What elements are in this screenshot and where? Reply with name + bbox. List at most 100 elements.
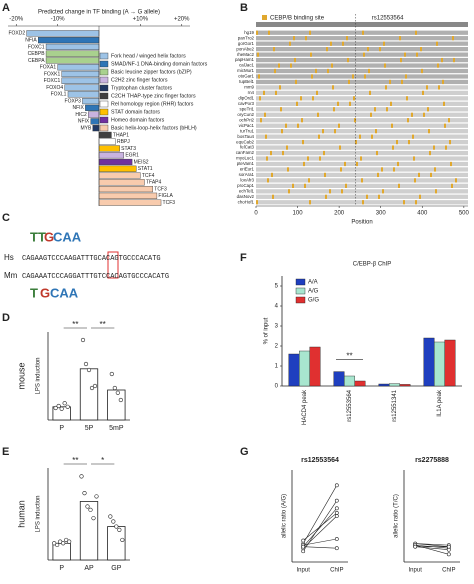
binding-site	[375, 129, 377, 134]
binding-site	[339, 145, 341, 150]
species-label: loxAfr3	[240, 178, 254, 183]
x-tick-label: GP	[111, 565, 121, 572]
bar	[423, 337, 435, 387]
paired-line	[415, 543, 449, 546]
bar-label: STAT3	[121, 146, 136, 152]
bar	[98, 152, 125, 159]
x-tick-label: +10%	[133, 17, 149, 23]
logo-letters: CAA	[50, 285, 79, 300]
binding-site	[453, 57, 455, 63]
species-label: canFam2	[236, 150, 255, 155]
x-tick-label: ChIP	[442, 568, 455, 574]
species-label: oryCun2	[237, 112, 254, 117]
data-point	[334, 483, 339, 488]
bar	[333, 371, 345, 387]
binding-site	[301, 118, 303, 123]
data-point	[112, 385, 117, 391]
bar	[98, 192, 158, 199]
bar	[389, 383, 400, 387]
binding-site	[371, 134, 373, 139]
binding-site	[400, 57, 402, 63]
binding-site	[349, 101, 351, 106]
binding-site	[399, 36, 401, 41]
binding-site	[307, 156, 309, 161]
bar	[98, 158, 133, 166]
bar-label: FOXK1	[44, 71, 61, 77]
binding-site	[311, 74, 313, 79]
alignment-row	[256, 194, 468, 199]
data-point	[56, 403, 61, 409]
binding-site	[271, 172, 273, 178]
data-point	[88, 507, 93, 512]
binding-site	[267, 178, 269, 183]
binding-site	[408, 139, 410, 145]
bar	[61, 70, 100, 78]
binding-site	[429, 150, 431, 156]
panel-label: B	[240, 2, 248, 14]
alignment-row	[256, 74, 468, 79]
binding-site	[378, 194, 380, 199]
group-label: human	[16, 500, 26, 528]
paired-line	[303, 538, 337, 546]
paired-line	[302, 515, 338, 549]
legend-label: Fork head / winged helix factors	[111, 53, 186, 59]
binding-site	[441, 57, 443, 63]
y-tick-label: 2	[275, 344, 279, 350]
alignment-row	[256, 161, 468, 167]
chart-title: C/EBP-β ChIP	[353, 262, 391, 268]
alignment-row	[256, 145, 468, 150]
x-tick-label: 100	[293, 211, 304, 217]
binding-site	[317, 112, 319, 117]
binding-site	[322, 129, 324, 134]
binding-site	[348, 79, 350, 85]
bar	[354, 380, 366, 387]
binding-site	[444, 123, 446, 128]
species-label: eriEur1	[240, 167, 255, 172]
bar-label: EGR1	[125, 153, 139, 159]
legend-swatch	[99, 60, 109, 68]
legend-label: STAT domain factors	[111, 109, 160, 115]
binding-site	[281, 129, 283, 134]
binding-site	[377, 172, 379, 178]
data-point	[53, 405, 58, 411]
bar	[98, 199, 162, 206]
x-tick-label: -20%	[9, 17, 24, 23]
binding-site	[411, 112, 413, 117]
bar-label: MYB	[80, 125, 92, 131]
chart-title: Predicted change in TF binding (A → G al…	[38, 10, 160, 16]
binding-site	[296, 101, 298, 106]
bar	[45, 50, 100, 57]
bar-label: TCF4	[142, 173, 155, 179]
y-tick-label: 3	[275, 324, 279, 330]
binding-site	[286, 145, 288, 150]
species-label: tupBel1	[239, 79, 254, 84]
bar	[98, 165, 137, 172]
binding-site	[443, 101, 445, 106]
data-point	[62, 401, 67, 406]
binding-site	[257, 52, 259, 57]
legend-swatch	[295, 278, 306, 286]
binding-site	[344, 161, 346, 167]
species-label: Mm	[4, 271, 18, 280]
binding-site	[302, 139, 304, 145]
legend-swatch	[99, 76, 109, 84]
bar-label: CEBPA	[28, 58, 45, 64]
bar	[309, 346, 321, 387]
bar-label: FOXD2	[8, 31, 25, 37]
binding-site	[396, 139, 398, 145]
x-tick-label: HACD4 peak	[302, 389, 308, 425]
binding-site	[420, 47, 422, 52]
bar	[98, 145, 120, 152]
bar-label: CEBPB	[28, 51, 46, 57]
binding-site	[316, 90, 318, 96]
binding-site	[293, 36, 295, 41]
panel-label: D	[2, 312, 10, 324]
species-label: calJac1	[239, 63, 254, 68]
legend-swatch	[99, 92, 109, 100]
data-point	[334, 511, 339, 515]
species-label: cavPor3	[238, 101, 255, 106]
binding-site	[346, 36, 348, 41]
binding-site	[292, 183, 294, 188]
binding-site	[414, 178, 416, 183]
binding-site	[421, 68, 423, 74]
